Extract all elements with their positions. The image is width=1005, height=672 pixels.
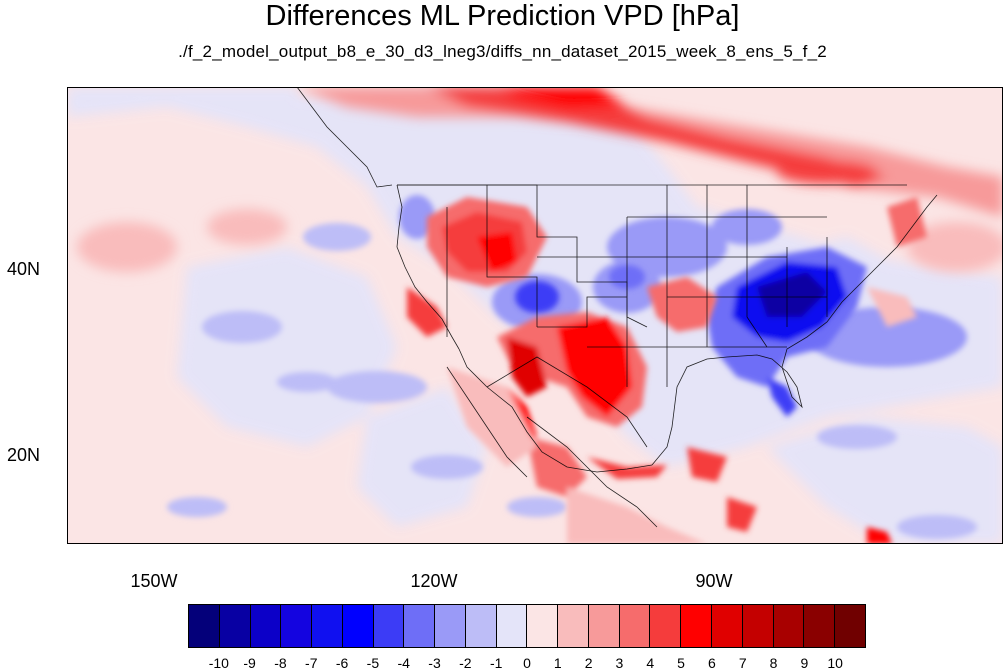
colorbar-box xyxy=(465,605,497,647)
colorbar-label: 8 xyxy=(769,655,778,671)
colorbar-labels: -10 -9 -8 -7 -6 -5 -4 -3 -2 -1 0 1 2 3 4 5 6 7 8 9 10 xyxy=(188,655,866,671)
colorbar-box xyxy=(681,605,713,647)
colorbar-box xyxy=(404,605,436,647)
colorbar-box xyxy=(189,605,220,647)
colorbar-box xyxy=(588,605,620,647)
colorbar-label: 10 xyxy=(827,655,843,671)
colorbar-box xyxy=(496,605,528,647)
map-canvas xyxy=(67,87,1003,544)
colorbar-box xyxy=(804,605,836,647)
colorbar-label: 7 xyxy=(738,655,747,671)
colorbar xyxy=(188,604,866,648)
colorbar-box xyxy=(373,605,405,647)
colorbar-label: -8 xyxy=(274,655,287,671)
colorbar-label: -5 xyxy=(366,655,380,671)
colorbar-label: -3 xyxy=(428,655,441,671)
colorbar-label: -4 xyxy=(397,655,410,671)
colorbar-box xyxy=(219,605,251,647)
colorbar-box xyxy=(281,605,313,647)
colorbar-box xyxy=(558,605,589,647)
colorbar-label: 6 xyxy=(708,655,716,671)
colorbar-label: -9 xyxy=(243,655,256,671)
colorbar-label: 4 xyxy=(646,655,655,671)
colorbar-label: -6 xyxy=(335,655,349,671)
colorbar-box xyxy=(835,605,865,647)
lat-label-40n: 40N xyxy=(6,259,40,279)
colorbar-box xyxy=(650,605,682,647)
colorbar-label: 2 xyxy=(584,655,593,671)
colorbar-box xyxy=(742,605,774,647)
vpd-difference-map xyxy=(67,87,1003,544)
lon-label-120w: 120W xyxy=(410,571,458,591)
colorbar-box xyxy=(435,605,466,647)
colorbar-label: 5 xyxy=(677,655,685,671)
colorbar-label: 0 xyxy=(523,655,531,671)
colorbar-label: -2 xyxy=(459,655,472,671)
lat-label-20n: 20N xyxy=(6,445,40,465)
lon-label-150w: 150W xyxy=(130,571,178,591)
colorbar-box xyxy=(527,605,559,647)
colorbar-label: 3 xyxy=(615,655,624,671)
colorbar-box xyxy=(773,605,805,647)
colorbar-box xyxy=(342,605,374,647)
colorbar-label: -10 xyxy=(208,655,229,671)
map-title: Differences ML Prediction VPD [hPa] xyxy=(265,0,740,32)
colorbar-label: -7 xyxy=(305,655,318,671)
map-subtitle: ./f_2_model_output_b8_e_30_d3_lneg3/diff… xyxy=(178,42,827,61)
colorbar-box xyxy=(250,605,282,647)
colorbar-box xyxy=(712,605,743,647)
colorbar-box xyxy=(619,605,651,647)
lon-label-90w: 90W xyxy=(695,571,733,591)
colorbar-label: -1 xyxy=(489,655,503,671)
colorbar-box xyxy=(312,605,343,647)
colorbar-label: 9 xyxy=(800,655,809,671)
colorbar-label: 1 xyxy=(553,655,562,671)
